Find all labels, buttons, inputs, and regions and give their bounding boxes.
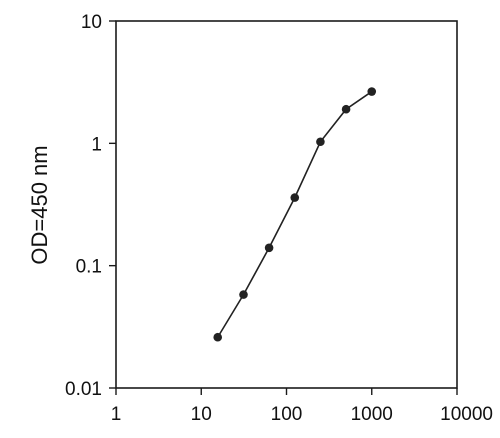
data-point xyxy=(264,243,274,253)
series-group xyxy=(213,87,377,342)
x-tick-label: 1 xyxy=(111,404,122,425)
y-tick-label: 0.01 xyxy=(65,379,102,400)
y-axis-title: OD=450 nm xyxy=(27,145,52,264)
x-tick-label: 10000 xyxy=(440,404,493,425)
data-point xyxy=(213,332,223,342)
plot-area xyxy=(115,20,458,389)
y-axis-ticks: 0.01 0.1 1 10 xyxy=(65,12,116,400)
x-tick-label: 10 xyxy=(191,404,212,425)
x-axis-ticks: 1 10 100 1000 10000 xyxy=(111,388,493,425)
y-tick-label: 1 xyxy=(91,134,102,155)
data-point xyxy=(290,193,300,202)
data-point xyxy=(316,137,325,147)
data-point xyxy=(367,87,377,96)
y-tick-label: 10 xyxy=(81,12,102,33)
x-tick-label: 100 xyxy=(271,404,303,425)
data-point xyxy=(239,290,248,299)
y-tick-label: 0.1 xyxy=(76,257,102,278)
x-tick-label: 1000 xyxy=(351,404,393,425)
data-point xyxy=(341,104,351,114)
